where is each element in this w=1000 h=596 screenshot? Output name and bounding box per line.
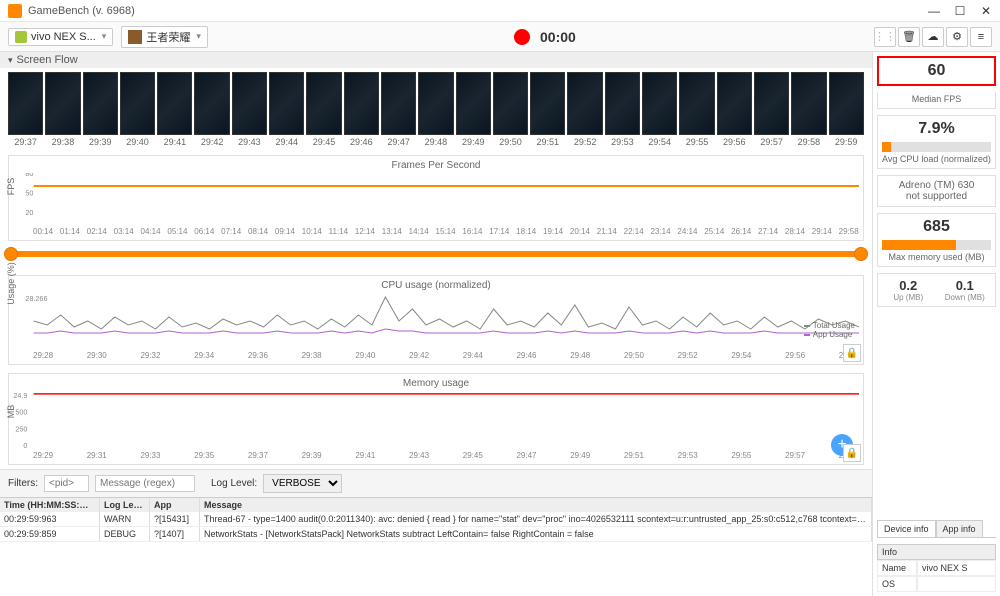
chevron-down-icon: ▾ (102, 31, 107, 42)
thumb[interactable]: 29:57 (754, 72, 789, 147)
svg-text:0: 0 (23, 442, 27, 449)
thumb[interactable]: 29:52 (567, 72, 602, 147)
thumb[interactable]: 29:50 (493, 72, 528, 147)
thumb[interactable]: 29:45 (306, 72, 341, 147)
log-row[interactable]: 00:29:59:963WARN?[15431]Thread-67 - type… (0, 512, 872, 527)
thumb[interactable]: 29:38 (45, 72, 80, 147)
fps-chart: Frames Per Second FPS 80 50 20 00:1401:140… (8, 155, 864, 241)
device-dropdown[interactable]: vivo NEX S... ▾ (8, 28, 113, 46)
cpu-metric: 7.9% Avg CPU load (normalized) (877, 115, 996, 169)
timer: 00:00 (540, 29, 576, 45)
fps-xlabels: 00:1401:1402:1403:1404:1405:1406:1407:14… (13, 225, 859, 236)
thumb[interactable]: 29:54 (642, 72, 677, 147)
cpu-chart: CPU usage (normalized) Usage (%) 28.266 … (8, 275, 864, 365)
mem-ylabel: MB (6, 405, 16, 419)
cpu-chart-title: CPU usage (normalized) (13, 280, 859, 291)
scrubber-start-handle[interactable] (4, 247, 18, 261)
svg-text:80: 80 (25, 173, 33, 178)
cpu-legend: Total Usage App Usage (804, 321, 855, 339)
screenflow-header[interactable]: Screen Flow (0, 52, 872, 68)
thumb[interactable]: 29:59 (829, 72, 864, 147)
fps-metric-label: Median FPS (877, 92, 996, 109)
mem-chart-title: Memory usage (13, 378, 859, 389)
svg-text:250: 250 (15, 425, 27, 433)
thumb[interactable]: 29:47 (381, 72, 416, 147)
lock-button[interactable]: 🔒 (843, 344, 861, 362)
android-icon (15, 31, 27, 43)
settings-button[interactable]: ≡ (970, 27, 992, 47)
tab-app-info[interactable]: App info (936, 520, 983, 537)
svg-text:28.266: 28.266 (25, 295, 47, 303)
close-button[interactable]: ✕ (980, 5, 992, 17)
svg-text:20: 20 (25, 209, 33, 217)
thumb[interactable]: 29:49 (456, 72, 491, 147)
mem-xlabels: 29:2929:3129:3329:3529:3729:3929:4129:43… (13, 449, 859, 460)
thumb[interactable]: 29:48 (418, 72, 453, 147)
mem-metric: 685 Max memory used (MB) (877, 213, 996, 267)
info-table: Info Namevivo NEX SOS (877, 544, 996, 592)
app-icon (8, 4, 22, 18)
mem-chart: Memory usage MB 724.9 500 250 0 29:2929:312… (8, 373, 864, 465)
svg-text:50: 50 (25, 190, 33, 198)
window-title: GameBench (v. 6968) (28, 5, 928, 17)
gpu-metric: Adreno (TM) 630 not supported (877, 175, 996, 207)
record-button[interactable] (514, 29, 530, 45)
log-table: Time (HH:MM:SS:ms)Log LevelAppMessage 00… (0, 497, 872, 542)
device-name: vivo NEX S... (31, 31, 96, 43)
mem-value: 685 (880, 218, 993, 236)
screenflow-thumbs: 29:3729:3829:3929:4029:4129:4229:4329:44… (0, 68, 872, 151)
share-button[interactable]: ⚙ (946, 27, 968, 47)
pid-filter-input[interactable] (44, 475, 89, 492)
loglevel-select[interactable]: VERBOSE (263, 474, 342, 493)
loglevel-label: Log Level: (211, 478, 257, 489)
wifi-icon[interactable]: ⋮⋮ (874, 27, 896, 47)
thumb[interactable]: 29:58 (791, 72, 826, 147)
app-name: 王者荣耀 (146, 29, 190, 45)
thumb[interactable]: 29:46 (344, 72, 379, 147)
cloud-button[interactable]: ☁ (922, 27, 944, 47)
svg-text:500: 500 (15, 409, 27, 417)
minimize-button[interactable]: — (928, 5, 940, 17)
timeline-scrubber[interactable]: ⤢ (8, 251, 864, 265)
message-filter-input[interactable] (95, 475, 195, 492)
fps-value: 60 (881, 62, 992, 80)
trash-button[interactable]: 🗑 (898, 27, 920, 47)
tab-device-info[interactable]: Device info (877, 520, 936, 537)
info-tabs: Device infoApp info (877, 520, 996, 538)
thumb[interactable]: 29:56 (717, 72, 752, 147)
cpu-xlabels: 29:2829:3029:3229:3429:3629:3829:4029:42… (13, 349, 859, 360)
maximize-button[interactable]: ☐ (954, 5, 966, 17)
log-row[interactable]: 00:29:59:859DEBUG?[1407]NetworkStats - [… (0, 527, 872, 542)
lock-button[interactable]: 🔒 (843, 444, 861, 462)
thumb[interactable]: 29:51 (530, 72, 565, 147)
thumb[interactable]: 29:53 (605, 72, 640, 147)
fps-ylabel: FPS (6, 178, 16, 196)
scrubber-end-handle[interactable] (854, 247, 868, 261)
filter-bar: Filters: Log Level: VERBOSE (0, 469, 872, 497)
thumb[interactable]: 29:40 (120, 72, 155, 147)
thumb[interactable]: 29:44 (269, 72, 304, 147)
thumb[interactable]: 29:55 (679, 72, 714, 147)
thumb[interactable]: 29:42 (194, 72, 229, 147)
thumb[interactable]: 29:39 (83, 72, 118, 147)
thumb[interactable]: 29:41 (157, 72, 192, 147)
chevron-down-icon: ▾ (196, 31, 201, 42)
cpu-value: 7.9% (880, 120, 993, 138)
app-dropdown[interactable]: 王者荣耀 ▾ (121, 26, 208, 48)
thumb[interactable]: 29:37 (8, 72, 43, 147)
app-thumb-icon (128, 30, 142, 44)
fps-chart-title: Frames Per Second (13, 160, 859, 171)
svg-text:724.9: 724.9 (13, 392, 27, 400)
fps-metric: 60 (877, 56, 996, 86)
net-metric: 0.2Up (MB) 0.1Down (MB) (877, 273, 996, 307)
cpu-ylabel: Usage (%) (6, 262, 16, 305)
thumb[interactable]: 29:43 (232, 72, 267, 147)
filters-label: Filters: (8, 478, 38, 489)
